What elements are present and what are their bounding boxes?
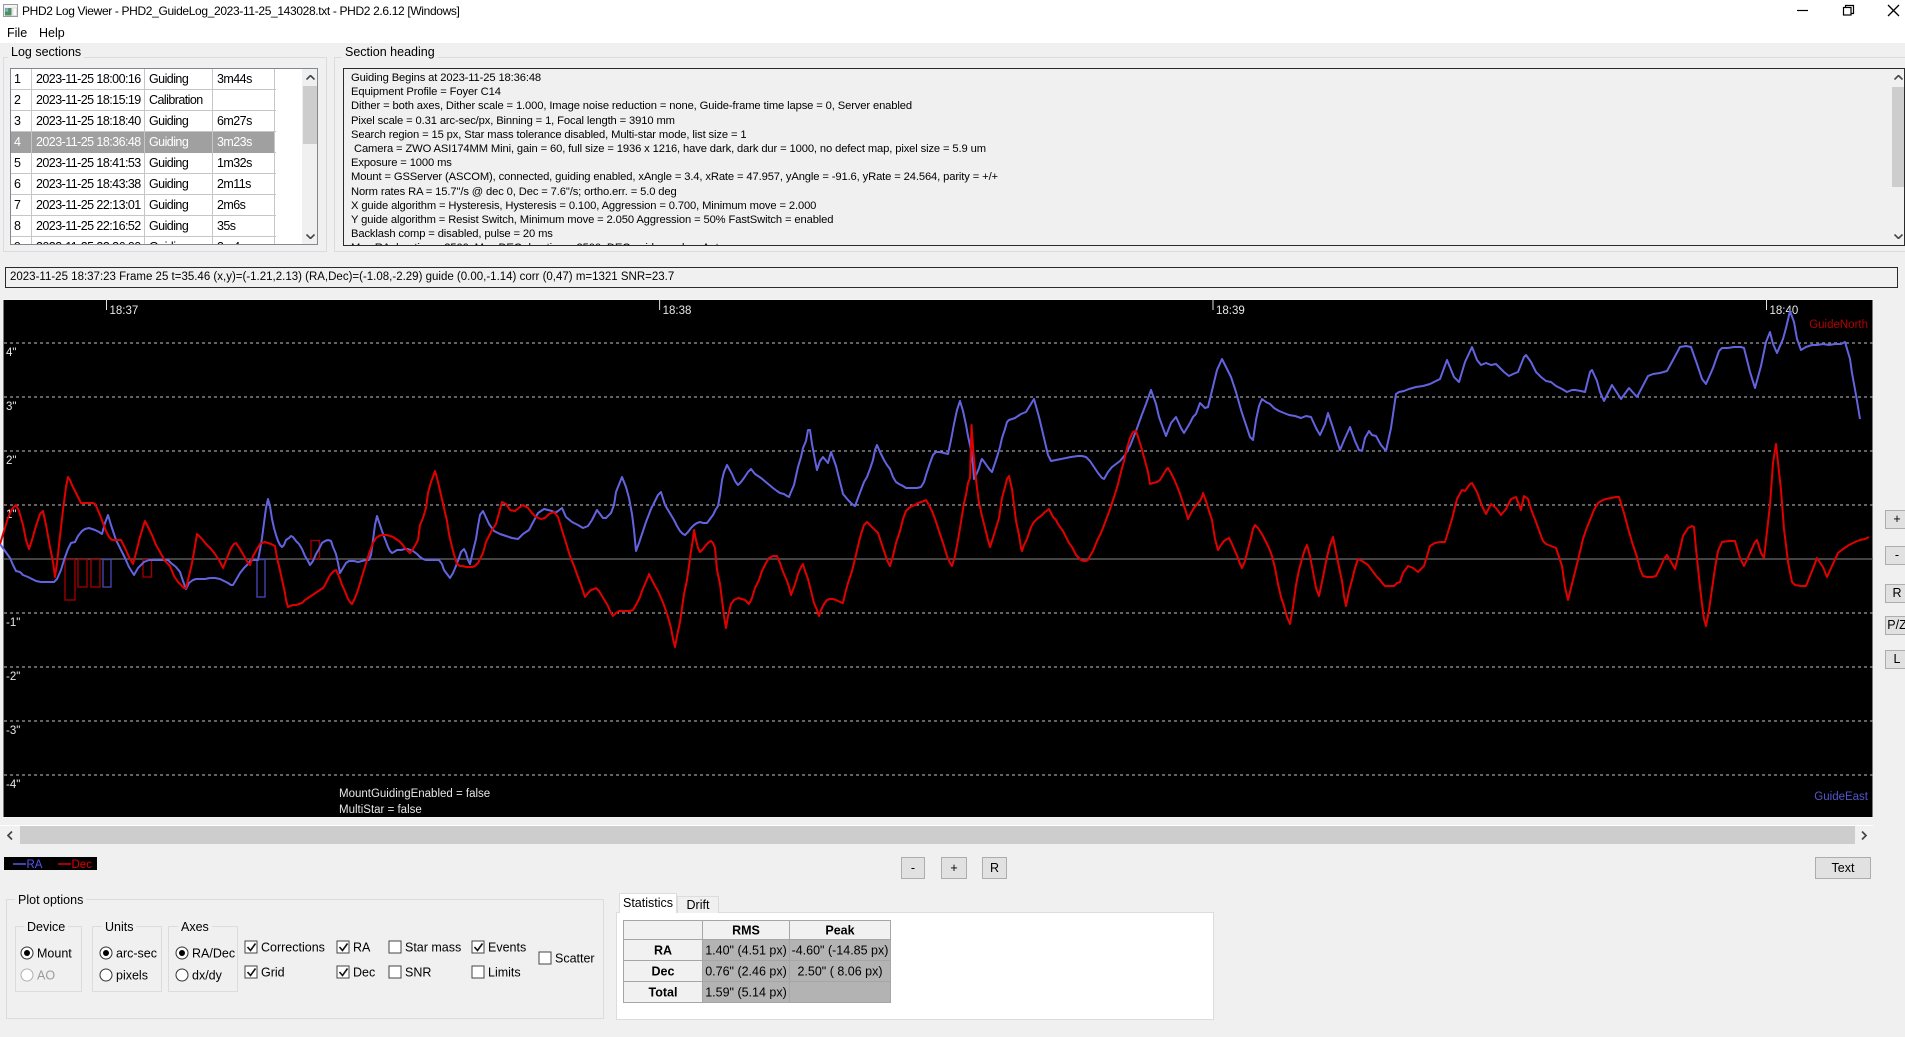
svg-text:pixels: pixels bbox=[116, 969, 148, 983]
svg-text:MultiStar = false: MultiStar = false bbox=[339, 804, 422, 816]
svg-text:Star mass: Star mass bbox=[405, 941, 461, 955]
svg-text:RA: RA bbox=[27, 859, 43, 870]
svg-text:1.59" (5.14 px): 1.59" (5.14 px) bbox=[705, 986, 787, 1000]
svg-text:18:39: 18:39 bbox=[1216, 305, 1245, 317]
svg-text:Dec: Dec bbox=[72, 859, 93, 870]
svg-text:3": 3" bbox=[6, 401, 16, 413]
svg-text:Dec: Dec bbox=[652, 965, 675, 979]
svg-text:Mount: Mount bbox=[37, 947, 72, 961]
svg-text:18:37: 18:37 bbox=[110, 305, 139, 317]
svg-text:-4": -4" bbox=[6, 779, 20, 791]
svg-text:-4.60" (-14.85 px): -4.60" (-14.85 px) bbox=[792, 944, 889, 958]
svg-text:Dec: Dec bbox=[353, 966, 375, 980]
svg-text:-3": -3" bbox=[6, 725, 20, 737]
svg-text:18:38: 18:38 bbox=[663, 305, 692, 317]
svg-text:Peak: Peak bbox=[825, 924, 854, 938]
svg-text:Grid: Grid bbox=[261, 966, 285, 980]
svg-text:18:40: 18:40 bbox=[1770, 305, 1799, 317]
svg-text:arc-sec: arc-sec bbox=[116, 947, 157, 961]
svg-text:-1": -1" bbox=[6, 617, 20, 629]
svg-text:RA/Dec: RA/Dec bbox=[192, 947, 235, 961]
svg-text:0.76" (2.46 px): 0.76" (2.46 px) bbox=[705, 965, 787, 979]
svg-text:Corrections: Corrections bbox=[261, 941, 325, 955]
svg-text:AO: AO bbox=[37, 969, 55, 983]
svg-text:Scatter: Scatter bbox=[555, 952, 595, 966]
svg-text:RA: RA bbox=[654, 944, 672, 958]
svg-text:GuideNorth: GuideNorth bbox=[1809, 319, 1868, 331]
svg-text:1": 1" bbox=[6, 509, 16, 521]
svg-text:Limits: Limits bbox=[488, 966, 521, 980]
svg-text:4": 4" bbox=[6, 347, 16, 359]
svg-text:GuideEast: GuideEast bbox=[1814, 791, 1869, 803]
svg-text:MountGuidingEnabled = false: MountGuidingEnabled = false bbox=[339, 788, 490, 800]
svg-text:2.50" ( 8.06 px): 2.50" ( 8.06 px) bbox=[797, 965, 882, 979]
svg-text:RA: RA bbox=[353, 941, 371, 955]
svg-text:SNR: SNR bbox=[405, 966, 431, 980]
svg-text:2": 2" bbox=[6, 455, 16, 467]
svg-text:Events: Events bbox=[488, 941, 526, 955]
svg-text:1.40" (4.51 px): 1.40" (4.51 px) bbox=[705, 944, 787, 958]
svg-text:dx/dy: dx/dy bbox=[192, 969, 223, 983]
svg-text:-2": -2" bbox=[6, 671, 20, 683]
svg-text:RMS: RMS bbox=[732, 924, 760, 938]
svg-text:Total: Total bbox=[649, 986, 678, 1000]
